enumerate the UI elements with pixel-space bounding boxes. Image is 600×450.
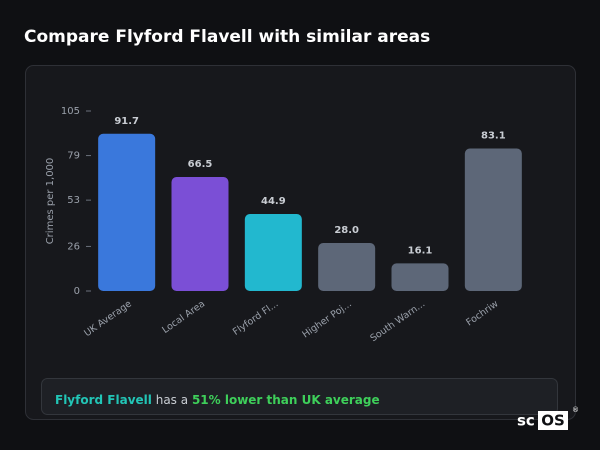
summary-highlight: 51% lower than UK average (192, 393, 380, 407)
value-label: 16.1 (408, 245, 433, 256)
bar (98, 133, 156, 291)
logo-right: OS (541, 412, 565, 430)
y-tick-label: 105 (61, 106, 80, 117)
logo-box (538, 411, 568, 430)
value-label: 66.5 (188, 159, 213, 170)
logo-mark: ® (572, 406, 579, 414)
value-label: 91.7 (114, 116, 139, 127)
y-tick-label: 53 (67, 195, 80, 206)
value-label: 28.0 (334, 225, 359, 236)
summary-place: Flyford Flavell (55, 393, 152, 407)
value-label: 44.9 (261, 196, 286, 207)
summary-box (41, 378, 558, 415)
bar (464, 148, 522, 291)
summary: Flyford Flavell has a 51% lower than UK … (55, 393, 380, 407)
y-axis-label: Crimes per 1,000 (45, 158, 56, 245)
y-tick-label: 79 (67, 151, 80, 162)
value-label: 83.1 (481, 131, 506, 142)
summary-text: has a (156, 393, 188, 407)
bar (171, 177, 229, 291)
chart-title: Compare Flyford Flavell with similar are… (24, 27, 430, 47)
logo-left: sc (517, 412, 535, 430)
y-tick-label: 0 (74, 286, 80, 297)
y-tick-label: 26 (67, 241, 80, 252)
bar (244, 214, 302, 291)
bar (391, 263, 449, 291)
bar (318, 243, 376, 291)
